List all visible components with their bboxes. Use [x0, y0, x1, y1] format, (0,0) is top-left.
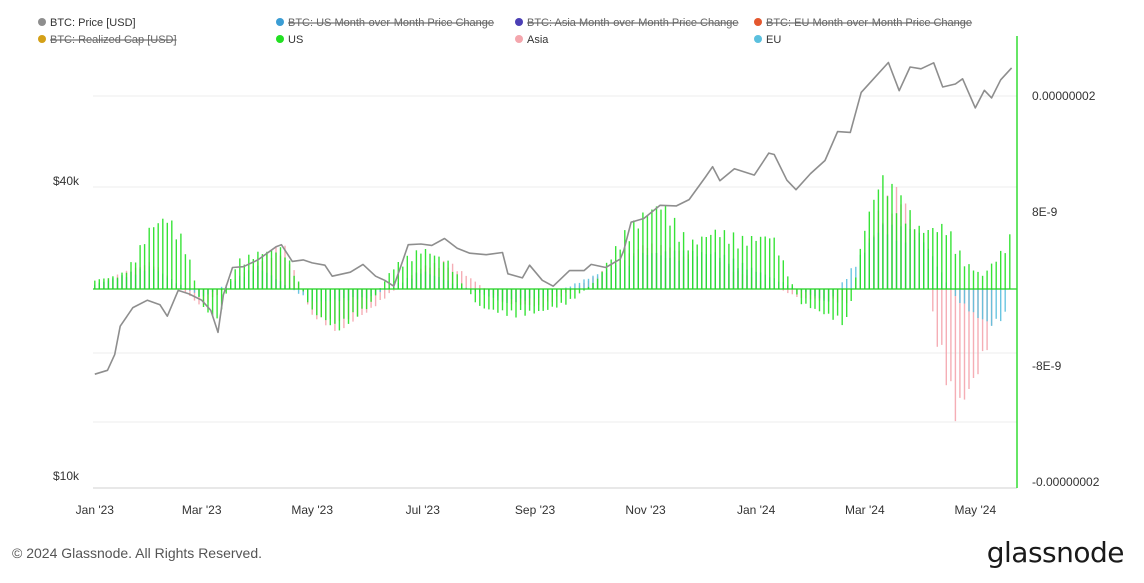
legend-swatch — [38, 18, 46, 26]
legend-item[interactable]: BTC: Price [USD] — [38, 17, 136, 29]
x-tick-label: Mar '23 — [182, 503, 222, 517]
legend-swatch — [515, 18, 523, 26]
legend-label: US — [288, 34, 303, 46]
legend-label: Asia — [527, 34, 549, 46]
y-left-tick-label: $10k — [53, 469, 80, 483]
legend-item[interactable]: BTC: Asia Month-over-Month Price Change — [515, 17, 739, 29]
x-tick-label: Jan '23 — [76, 503, 115, 517]
y-right-tick-label: 0.00000002 — [1032, 89, 1096, 103]
legend-label: EU — [766, 34, 781, 46]
y-right-tick-label: 8E-9 — [1032, 205, 1058, 219]
legend-label: BTC: Realized Cap [USD] — [50, 34, 177, 46]
y-right-tick-label: -0.00000002 — [1032, 475, 1100, 489]
legend-swatch — [754, 35, 762, 43]
legend-swatch — [38, 35, 46, 43]
legend-label: BTC: Asia Month-over-Month Price Change — [527, 17, 739, 29]
x-tick-label: Jul '23 — [406, 503, 441, 517]
legend-item[interactable]: US — [276, 34, 303, 46]
legend-swatch — [276, 35, 284, 43]
legend-item[interactable]: BTC: US Month-over-Month Price Change — [276, 17, 494, 29]
x-tick-label: Mar '24 — [845, 503, 885, 517]
legend-item[interactable]: EU — [754, 34, 781, 46]
legend-swatch — [754, 18, 762, 26]
legend-item[interactable]: BTC: EU Month-over-Month Price Change — [754, 17, 972, 29]
legend: BTC: Price [USD] BTC: US Month-over-Month… — [38, 17, 972, 46]
copyright-text: © 2024 Glassnode. All Rights Reserved. — [12, 545, 263, 561]
x-tick-label: May '24 — [955, 503, 997, 517]
x-tick-label: Nov '23 — [625, 503, 666, 517]
legend-label: BTC: EU Month-over-Month Price Change — [766, 17, 972, 29]
legend-swatch — [515, 35, 523, 43]
x-tick-label: Jan '24 — [737, 503, 776, 517]
tick-labels: Jan '23 Mar '23 May '23 Jul '23 Sep '23 Nov '… — [53, 89, 1100, 517]
legend-label: BTC: US Month-over-Month Price Change — [288, 17, 494, 29]
legend-item[interactable]: BTC: Realized Cap [USD] — [38, 34, 177, 46]
legend-swatch — [276, 18, 284, 26]
price-line-layer — [94, 61, 1013, 375]
bars-layer — [94, 175, 1011, 422]
x-tick-label: Sep '23 — [515, 503, 556, 517]
y-left-tick-label: $40k — [53, 174, 80, 188]
legend-label: BTC: Price [USD] — [50, 17, 136, 29]
y-right-tick-label: -8E-9 — [1032, 359, 1062, 373]
x-tick-label: May '23 — [291, 503, 333, 517]
bar-series-us — [94, 175, 1011, 331]
axes — [93, 36, 1018, 489]
price-line — [94, 61, 1013, 375]
brand-logo: glassnode — [986, 536, 1125, 569]
legend-item[interactable]: Asia — [515, 34, 549, 46]
